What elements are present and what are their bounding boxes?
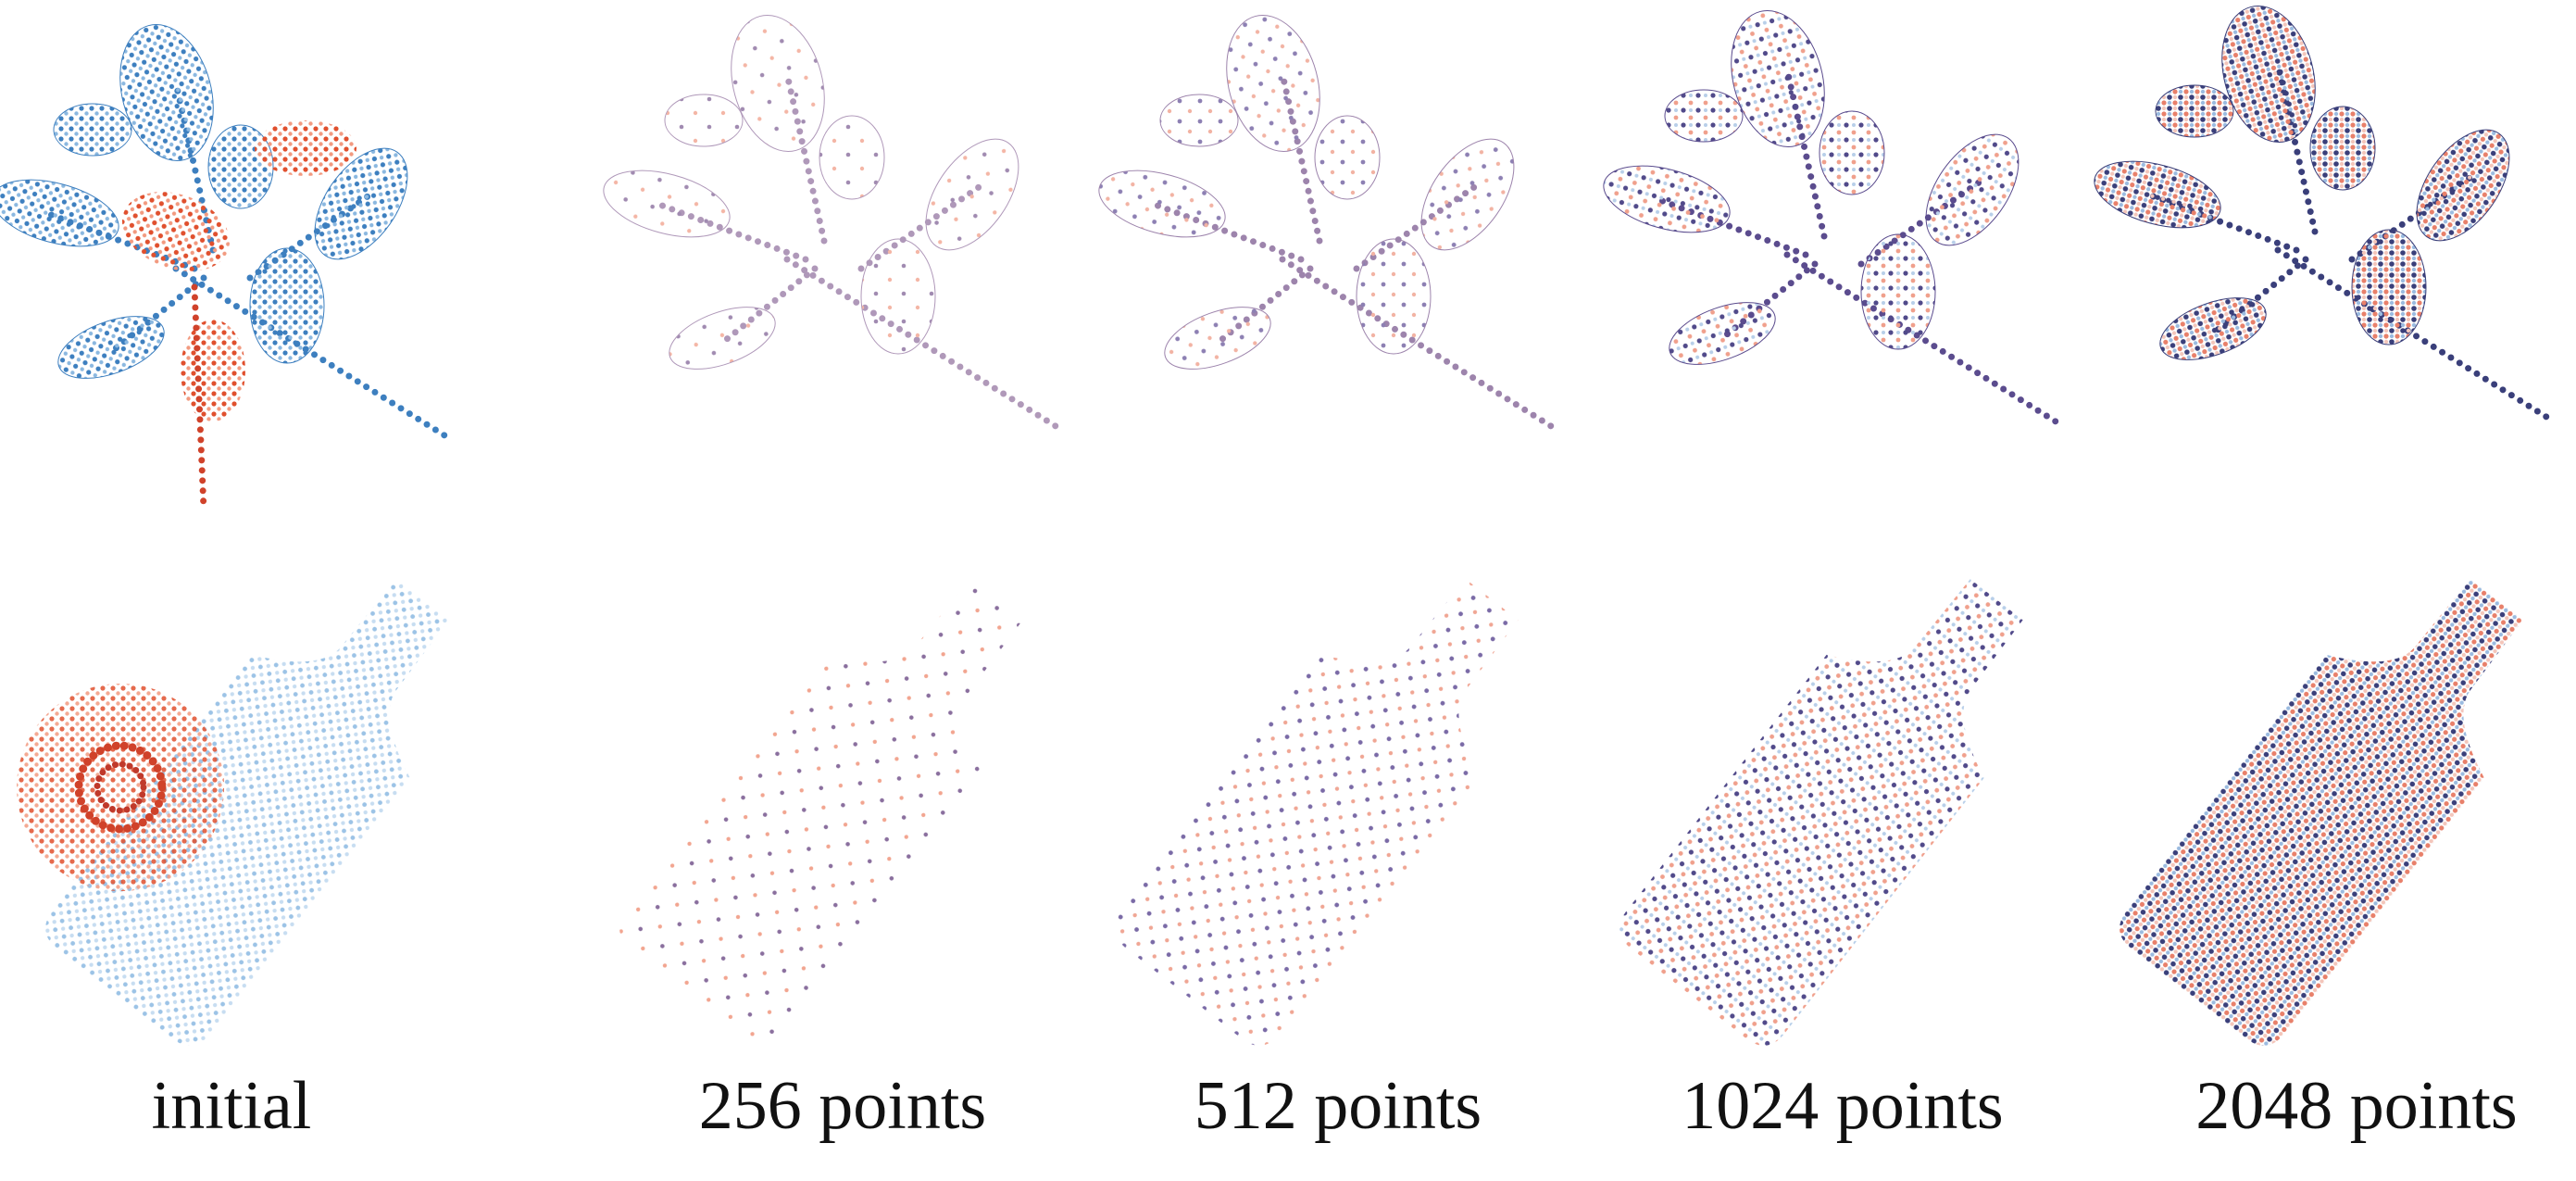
plant-initial xyxy=(0,14,444,513)
bottle-2048 xyxy=(2109,537,2576,1056)
caption: 2048 points xyxy=(2195,1068,2517,1144)
caption: initial xyxy=(152,1068,312,1144)
plant-512 xyxy=(1092,5,1551,426)
bottle-1024 xyxy=(1609,537,2076,1056)
plant-256 xyxy=(596,5,1056,426)
caption: 256 points xyxy=(699,1068,986,1144)
bottle-256 xyxy=(609,537,1076,1056)
bottle-512 xyxy=(1105,537,1571,1056)
caption: 1024 points xyxy=(1682,1068,2003,1144)
bottle-initial xyxy=(17,537,502,1056)
plant-2048 xyxy=(2087,0,2546,417)
caption: 512 points xyxy=(1194,1068,1482,1144)
plant-1024 xyxy=(1596,0,2056,421)
